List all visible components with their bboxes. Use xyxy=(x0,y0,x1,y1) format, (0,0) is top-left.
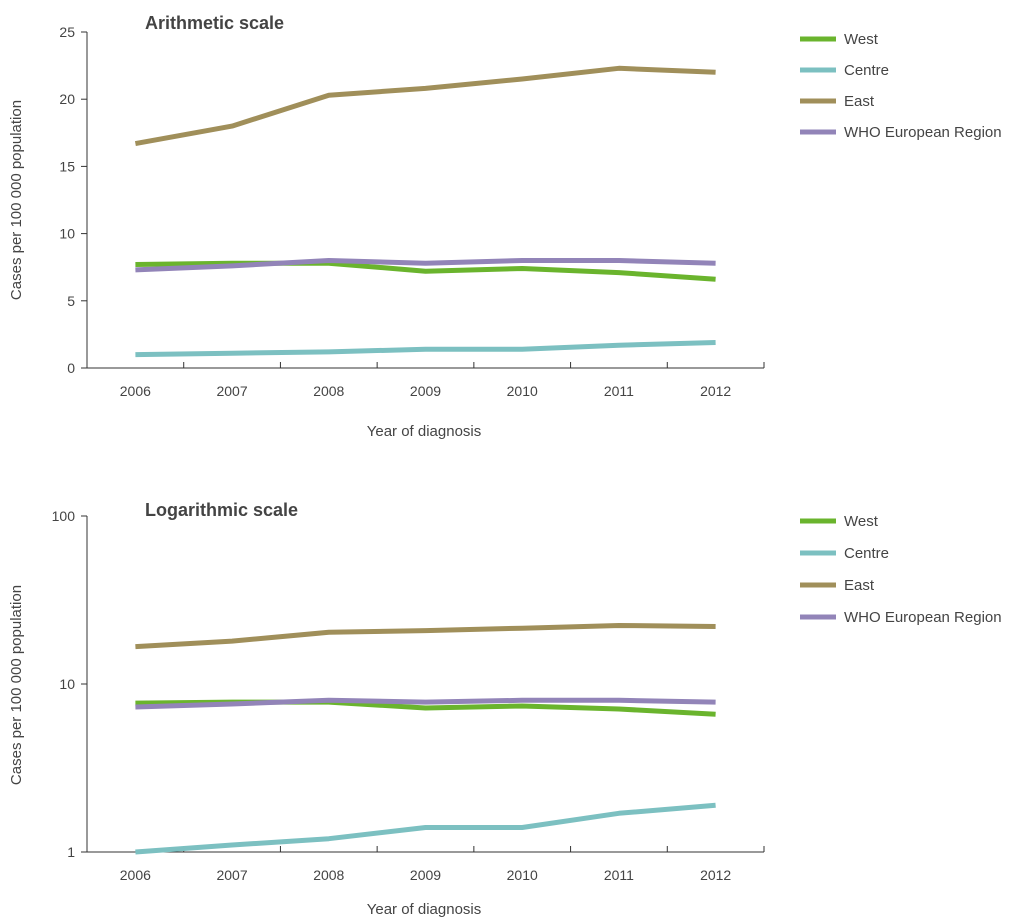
x-tick-label: 2007 xyxy=(216,867,247,883)
y-tick-label: 0 xyxy=(67,360,75,376)
legend: West Centre East WHO European Region xyxy=(800,513,1002,626)
x-axis-label: Year of diagnosis xyxy=(367,423,482,440)
series-line-who-european-region xyxy=(135,697,716,710)
legend-label-who: WHO European Region xyxy=(844,124,1002,141)
legend-item-east: East xyxy=(800,93,875,110)
x-tick-label: 2007 xyxy=(216,383,247,399)
x-tick-label: 2006 xyxy=(120,867,151,883)
y-tick-label: 15 xyxy=(59,158,75,174)
legend-label-east: East xyxy=(844,577,875,594)
chart-title: Arithmetic scale xyxy=(145,13,284,33)
chart-arithmetic: Arithmetic scale Cases per 100 000 popul… xyxy=(8,13,1002,440)
legend-label-centre: Centre xyxy=(844,62,889,79)
legend-item-centre: Centre xyxy=(800,545,889,562)
plot-series xyxy=(134,65,716,358)
x-tick-label: 2012 xyxy=(700,867,731,883)
legend-item-east: East xyxy=(800,577,875,594)
y-tick-label: 10 xyxy=(59,226,75,242)
legend-item-west: West xyxy=(800,31,879,48)
y-tick-label: 100 xyxy=(52,508,76,524)
y-axis-label: Cases per 100 000 population xyxy=(8,100,25,300)
legend-item-west: West xyxy=(800,513,879,530)
x-tick-label: 2009 xyxy=(410,867,441,883)
x-tick-label: 2008 xyxy=(313,383,344,399)
legend-label-who: WHO European Region xyxy=(844,609,1002,626)
x-tick-label: 2010 xyxy=(507,383,538,399)
x-tick-label: 2010 xyxy=(507,867,538,883)
x-tick-label: 2008 xyxy=(313,867,344,883)
legend-item-centre: Centre xyxy=(800,62,889,79)
chart-logarithmic: Logarithmic scale Cases per 100 000 popu… xyxy=(8,500,1002,918)
plot-series xyxy=(135,623,716,855)
series-line-west xyxy=(135,260,716,282)
y-axis: 0 5 10 15 20 25 xyxy=(59,24,88,376)
x-tick-label: 2009 xyxy=(410,383,441,399)
x-tick-label: 2006 xyxy=(120,383,151,399)
y-tick-label: 10 xyxy=(59,676,75,692)
x-axis: 2006 2007 2008 2009 2010 2011 2012 xyxy=(86,362,765,399)
series-line-who-european-region xyxy=(135,258,716,273)
x-tick-label: 2012 xyxy=(700,383,731,399)
legend-item-who-european-region: WHO European Region xyxy=(800,609,1002,626)
y-tick-label: 5 xyxy=(67,293,75,309)
legend-label-west: West xyxy=(844,31,879,48)
series-line-east xyxy=(134,65,716,147)
x-tick-label: 2011 xyxy=(604,383,634,399)
series-line-east xyxy=(135,623,716,650)
y-axis: 1 10 100 xyxy=(52,508,88,860)
y-tick-label: 25 xyxy=(59,24,75,40)
y-tick-label: 1 xyxy=(67,844,75,860)
legend-label-centre: Centre xyxy=(844,545,889,562)
y-tick-label: 20 xyxy=(59,91,75,107)
series-line-centre xyxy=(135,340,716,358)
legend-label-west: West xyxy=(844,513,879,530)
chart-title: Logarithmic scale xyxy=(145,500,298,520)
x-axis-label: Year of diagnosis xyxy=(367,901,482,918)
x-tick-label: 2011 xyxy=(604,867,634,883)
legend-item-who-european-region: WHO European Region xyxy=(800,124,1002,141)
x-axis: 2006 2007 2008 2009 2010 2011 2012 xyxy=(86,846,765,883)
legend-label-east: East xyxy=(844,93,875,110)
legend: West Centre East WHO European Region xyxy=(800,31,1002,141)
series-line-centre xyxy=(135,802,716,855)
y-axis-label: Cases per 100 000 population xyxy=(8,585,25,785)
